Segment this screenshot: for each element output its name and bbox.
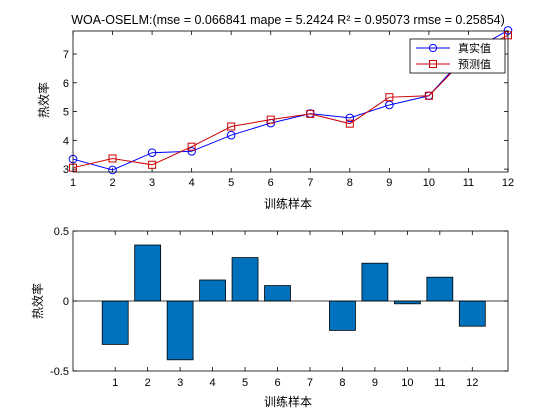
top-x-tick-label: 7 <box>307 177 313 189</box>
data-point-circle <box>226 130 236 140</box>
bar <box>458 300 486 327</box>
top-x-tick-label: 2 <box>109 177 115 189</box>
bottom-x-tick-label: 10 <box>401 377 413 389</box>
bottom-x-tick-label: 9 <box>372 377 378 389</box>
top-x-tick-label: 6 <box>268 177 274 189</box>
series-line-2 <box>72 34 509 169</box>
top-x-tick-label: 8 <box>347 177 353 189</box>
legend-label-series-2: 预测值 <box>458 58 491 71</box>
data-point-square <box>345 119 354 128</box>
data-point-square <box>306 109 315 118</box>
data-point-circle <box>345 113 355 123</box>
bottom-y-tick-label: -0.5 <box>50 366 69 378</box>
bottom-axes-box <box>72 230 509 372</box>
top-y-tick-label: 7 <box>63 49 69 61</box>
top-x-tick-label: 12 <box>502 177 514 189</box>
bottom-x-tick-label: 8 <box>339 377 345 389</box>
data-point-square <box>385 93 394 102</box>
data-point-square <box>108 154 117 163</box>
bottom-chart: 1 2 3 4 5 6 7 8 9 10 11 12-0.500.5 训练样本 热效率 <box>30 226 509 409</box>
bar <box>134 244 162 302</box>
bottom-x-tick-label: 7 <box>307 377 313 389</box>
bottom-chart-ylabel: 热效率 <box>30 283 45 319</box>
bottom-y-tick-label: 0 <box>63 296 69 308</box>
top-x-tick-label: 3 <box>149 177 155 189</box>
data-point-square <box>187 142 196 151</box>
top-x-tick-label: 9 <box>386 177 392 189</box>
top-chart-xlabel: 训练样本 <box>264 196 312 211</box>
top-x-tick-label: 4 <box>189 177 195 189</box>
top-chart-title: WOA-OSELM:(mse = 0.066841 mape = 5.2424 … <box>71 13 505 27</box>
bar <box>264 285 291 302</box>
bottom-x-tick-label: 2 <box>145 377 151 389</box>
bar <box>101 300 129 345</box>
bar <box>361 262 389 302</box>
top-chart-ylabel: 热效率 <box>36 82 51 118</box>
bottom-x-tick-label: 3 <box>177 377 183 389</box>
top-axes-box <box>72 30 509 173</box>
legend-circle-marker-icon <box>428 43 438 53</box>
bar <box>393 300 421 305</box>
bottom-x-tick-label: 1 <box>112 377 118 389</box>
bottom-x-tick-label: 4 <box>210 377 216 389</box>
bar <box>426 276 454 302</box>
data-point-square <box>148 160 157 169</box>
top-x-tick-label: 10 <box>423 177 435 189</box>
bottom-chart-xlabel: 训练样本 <box>264 394 312 409</box>
bottom-x-tick-label: 5 <box>242 377 248 389</box>
data-point-square <box>266 115 275 124</box>
legend-label-series-1: 真实值 <box>458 41 491 55</box>
bottom-x-tick-label: 6 <box>274 377 280 389</box>
top-y-tick-label: 5 <box>63 107 69 119</box>
data-point-circle <box>108 165 117 175</box>
data-point-circle <box>187 146 196 156</box>
top-y-tick-label: 3 <box>63 164 69 176</box>
top-y-tick-label: 4 <box>63 135 69 147</box>
data-point-square <box>424 91 433 100</box>
bar <box>231 257 259 302</box>
top-x-tick-label: 11 <box>463 177 474 189</box>
bar <box>329 300 356 331</box>
bar <box>199 279 226 302</box>
top-x-tick-label: 1 <box>70 177 76 189</box>
bottom-y-tick-label: 0.5 <box>54 226 69 238</box>
bottom-x-tick-label: 12 <box>466 377 478 389</box>
top-y-tick-label: 6 <box>63 78 69 90</box>
legend-square-marker-icon <box>429 60 437 68</box>
data-point-circle <box>147 148 157 158</box>
bottom-x-tick-label: 11 <box>434 377 445 389</box>
bar <box>166 300 194 361</box>
top-chart-legend: 真实值 预测值 <box>409 38 506 74</box>
top-x-tick-label: 5 <box>228 177 234 189</box>
data-point-square <box>227 122 236 131</box>
